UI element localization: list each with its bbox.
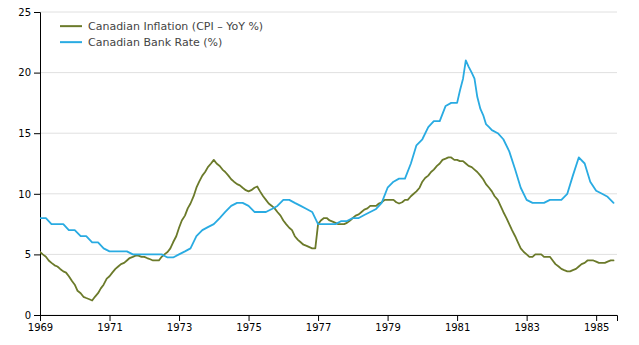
x-tick: 1971 <box>97 315 122 333</box>
x-tick: 1983 <box>514 315 539 333</box>
y-tick: 15 <box>18 128 40 139</box>
x-tick-mark <box>249 315 250 321</box>
x-tick-label: 1969 <box>28 322 53 333</box>
y-tick: 20 <box>18 67 40 78</box>
y-tick-mark <box>34 315 40 316</box>
x-tick-mark <box>457 315 458 321</box>
grid-line <box>40 72 617 73</box>
y-tick-mark <box>34 254 40 255</box>
legend-item: Canadian Bank Rate (%) <box>60 36 222 49</box>
x-tick-mark <box>527 315 528 321</box>
y-tick-label: 20 <box>18 67 31 78</box>
y-tick-label: 10 <box>18 189 31 200</box>
x-tick: 1985 <box>584 315 609 333</box>
x-tick-mark <box>388 315 389 321</box>
legend-swatch <box>60 41 82 43</box>
legend-swatch <box>60 25 82 27</box>
grid <box>40 12 617 315</box>
x-tick-label: 1981 <box>445 322 470 333</box>
x-tick-label: 1985 <box>584 322 609 333</box>
grid-line <box>40 12 617 13</box>
x-tick-label: 1971 <box>97 322 122 333</box>
y-tick-label: 15 <box>18 128 31 139</box>
y-tick-mark <box>34 73 40 74</box>
x-tick-label: 1973 <box>167 322 192 333</box>
legend-label: Canadian Bank Rate (%) <box>88 36 222 49</box>
x-tick: 1969 <box>28 315 53 333</box>
x-axis-line <box>41 316 618 322</box>
x-tick: 1973 <box>167 315 192 333</box>
x-tick-mark <box>318 315 319 321</box>
y-tick-mark <box>34 12 40 13</box>
x-tick-label: 1979 <box>375 322 400 333</box>
x-tick-label: 1975 <box>236 322 261 333</box>
x-tick-label: 1977 <box>306 322 331 333</box>
x-tick-mark <box>179 315 180 321</box>
y-tick: 5 <box>25 249 40 260</box>
series-line <box>40 157 614 300</box>
y-tick: 0 <box>25 310 40 321</box>
y-axis-line <box>34 13 41 316</box>
x-tick-mark <box>596 315 597 321</box>
y-tick-label: 5 <box>25 249 31 260</box>
x-tick: 1977 <box>306 315 331 333</box>
plot-area <box>40 60 614 300</box>
x-axis: 1969 1971 1973 1975 1977 1979 1981 1983 1985 <box>28 315 618 333</box>
chart: 1969 1971 1973 1975 1977 1979 1981 1983 1985 0 5 10… <box>0 0 639 345</box>
legend-label: Canadian Inflation (CPI – YoY %) <box>88 20 263 33</box>
y-tick-label: 25 <box>18 7 31 18</box>
y-tick: 10 <box>18 189 40 200</box>
x-tick: 1975 <box>236 315 261 333</box>
x-tick: 1981 <box>445 315 470 333</box>
series-line <box>40 60 614 257</box>
legend-item: Canadian Inflation (CPI – YoY %) <box>60 20 263 33</box>
grid-line <box>40 133 617 134</box>
chart-container: 1969 1971 1973 1975 1977 1979 1981 1983 1985 0 5 10… <box>0 0 639 345</box>
y-tick-label: 0 <box>25 310 31 321</box>
y-tick: 25 <box>18 7 40 18</box>
x-tick-mark <box>110 315 111 321</box>
y-axis: 0 5 10 15 20 25 <box>18 7 40 321</box>
legend: Canadian Inflation (CPI – YoY %) Canadian… <box>60 20 263 49</box>
x-tick-label: 1983 <box>514 322 539 333</box>
grid-line <box>40 193 617 194</box>
y-tick-mark <box>34 194 40 195</box>
grid-line <box>40 254 617 255</box>
x-tick: 1979 <box>375 315 400 333</box>
y-tick-mark <box>34 133 40 134</box>
